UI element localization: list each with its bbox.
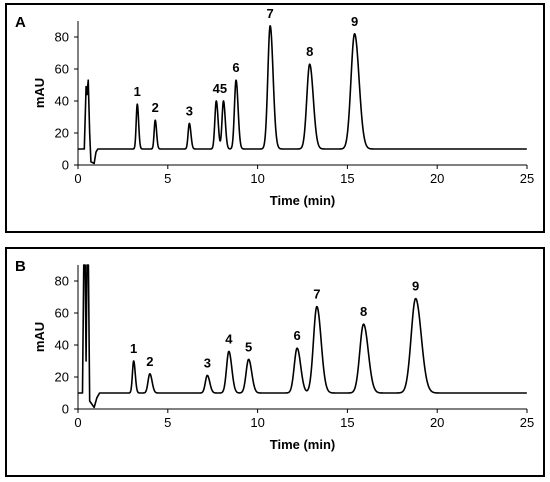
chromatogram-trace bbox=[78, 25, 528, 165]
peak-label: 2 bbox=[152, 100, 159, 115]
peak-label: 7 bbox=[313, 287, 320, 302]
panel-label: B bbox=[15, 258, 26, 275]
x-tick-label: 20 bbox=[430, 171, 444, 186]
peak-label: 4 bbox=[225, 331, 233, 346]
x-tick-label: 15 bbox=[340, 171, 354, 186]
peak-label: 5 bbox=[245, 339, 252, 354]
x-tick-label: 0 bbox=[74, 171, 81, 186]
peak-label: 6 bbox=[293, 328, 300, 343]
peak-label: 5 bbox=[220, 81, 227, 96]
chromatogram-trace bbox=[78, 264, 528, 409]
peak-label: 8 bbox=[306, 44, 313, 59]
y-tick-label: 40 bbox=[55, 94, 69, 109]
x-axis-title: Time (min) bbox=[270, 437, 336, 452]
y-tick-label: 0 bbox=[62, 158, 69, 173]
x-tick-label: 5 bbox=[164, 171, 171, 186]
x-tick-label: 5 bbox=[164, 415, 171, 430]
x-tick-label: 10 bbox=[250, 415, 264, 430]
y-tick-label: 60 bbox=[55, 306, 69, 321]
peak-label: 2 bbox=[146, 354, 153, 369]
y-axis-title: mAU bbox=[32, 78, 47, 108]
x-tick-label: 0 bbox=[74, 415, 81, 430]
y-tick-label: 80 bbox=[55, 30, 69, 45]
panel-label: A bbox=[15, 14, 26, 31]
peak-label: 3 bbox=[204, 355, 211, 370]
x-axis-title: Time (min) bbox=[270, 193, 336, 208]
peak-label: 8 bbox=[360, 304, 367, 319]
peak-label: 9 bbox=[412, 279, 419, 294]
chromatogram-panel-a: A 0 5 10 15 20 25 0 20 40 60 80 Time (min) mAU 1 2 3 4 5 6 7… bbox=[5, 3, 545, 233]
x-tick-label: 10 bbox=[250, 171, 264, 186]
y-axis-title: mAU bbox=[32, 322, 47, 352]
peak-label: 1 bbox=[130, 341, 137, 356]
x-tick-label: 25 bbox=[520, 171, 534, 186]
x-tick-label: 15 bbox=[340, 415, 354, 430]
y-tick-label: 60 bbox=[55, 62, 69, 77]
y-tick-label: 20 bbox=[55, 126, 69, 141]
peak-label: 7 bbox=[267, 6, 274, 21]
y-tick-label: 0 bbox=[62, 402, 69, 417]
chromatogram-panel-b: B 0 5 10 15 20 25 0 20 40 60 80 Time (min) mAU 1 2 3 4 5 6 7… bbox=[5, 247, 545, 477]
y-tick-label: 80 bbox=[55, 274, 69, 289]
peak-label: 9 bbox=[351, 14, 358, 29]
x-tick-label: 20 bbox=[430, 415, 444, 430]
peak-label: 4 bbox=[213, 81, 221, 96]
peak-label: 3 bbox=[186, 103, 193, 118]
peak-label: 1 bbox=[134, 84, 141, 99]
peak-label: 6 bbox=[232, 60, 239, 75]
x-tick-label: 25 bbox=[520, 415, 534, 430]
y-tick-label: 40 bbox=[55, 338, 69, 353]
y-tick-label: 20 bbox=[55, 370, 69, 385]
